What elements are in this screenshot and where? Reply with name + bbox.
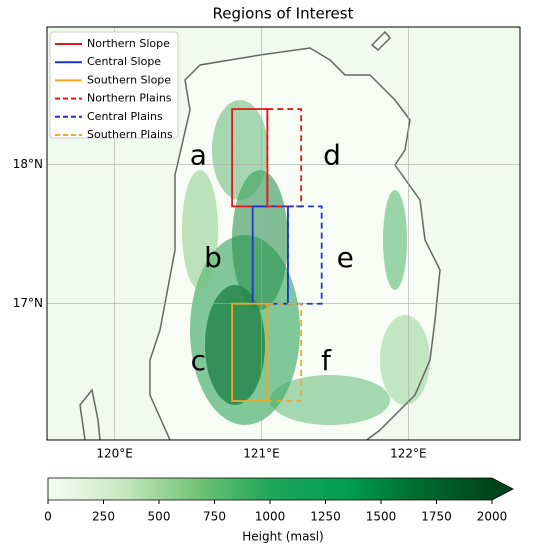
legend-label: Northern Plains [87,92,172,105]
regions [231,108,323,402]
island [370,30,392,52]
y-tick-label: 17°N [13,296,43,310]
region-label: b [204,241,222,274]
colorbar-label: Height (masl) [242,530,323,544]
terrain-blob [383,190,407,290]
colorbar-tick-label: 500 [148,510,171,524]
chart-title: Regions of Interest [213,5,354,23]
colorbar-tick-label: 1000 [255,510,286,524]
x-tick-label: 122°E [390,447,427,461]
terrain-blob [232,170,288,310]
terrain-blob [212,100,268,200]
colorbar [48,478,492,500]
region-label: a [190,138,207,171]
coastline [149,47,441,440]
terrain-blob [182,170,218,290]
colorbar-extend [492,478,513,500]
coastline [79,388,101,440]
region-label: e [337,241,354,274]
region-box [266,302,303,402]
colorbar-tick-label: 750 [203,510,226,524]
colorbar-tick-label: 0 [44,510,52,524]
legend-label: Southern Slope [87,73,171,86]
legend-label: Northern Slope [87,37,170,50]
legend-label: Central Slope [87,55,161,68]
terrain [79,30,441,440]
legend-box [49,31,179,139]
terrain-blob [380,315,430,405]
terrain-blob [205,285,265,405]
colorbar-tick-label: 1750 [421,510,452,524]
terrain-blob [270,375,390,425]
colorbar-tick-label: 2000 [477,510,508,524]
region-box [287,205,323,305]
colorbar-tick-label: 250 [92,510,115,524]
legend-label: Central Plains [87,110,163,123]
y-tick-label: 18°N [13,157,43,171]
region-label: f [321,344,332,377]
region-label: d [323,138,341,171]
x-tick-label: 120°E [96,447,133,461]
grid [47,27,520,440]
map-frame [46,26,521,441]
x-tick-label: 121°E [243,447,280,461]
colorbar-tick-label: 1250 [310,510,341,524]
colorbar-tick-label: 1500 [366,510,397,524]
region-box [266,108,303,208]
legend-label: Southern Plains [87,128,173,141]
region-label: c [191,344,206,377]
